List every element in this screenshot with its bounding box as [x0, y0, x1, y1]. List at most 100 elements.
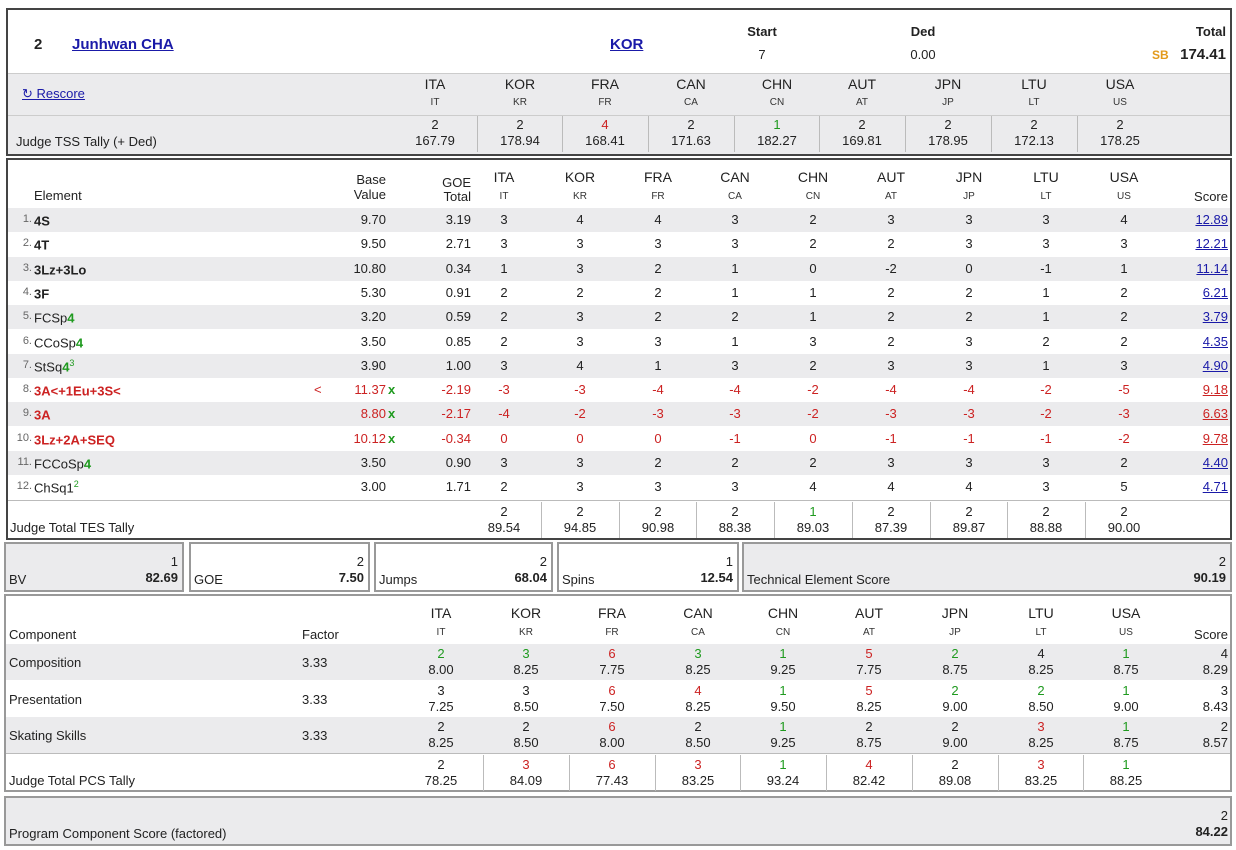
- divider: [1007, 502, 1008, 538]
- rescore-link[interactable]: ↻ Rescore: [22, 86, 85, 101]
- base-value: 3.50: [360, 333, 386, 349]
- tss-rank: 4: [601, 117, 609, 132]
- judge-goe-mark: 2: [654, 260, 662, 276]
- tss-value: 172.13: [1014, 133, 1054, 148]
- judge-goe-mark: 1: [500, 260, 508, 276]
- element-score-link[interactable]: 4.71: [1202, 479, 1228, 495]
- goe-total: 3.19: [445, 212, 471, 227]
- judge-goe-mark: 1: [654, 357, 662, 373]
- element-score-link[interactable]: 4.35: [1202, 333, 1228, 349]
- judge-goe-mark: 3: [731, 479, 739, 495]
- el-judge-code-kor: KOR: [564, 169, 596, 185]
- judge-goe-mark: 3: [887, 357, 895, 373]
- score-column-header: Score: [1194, 189, 1228, 204]
- judge-goe-mark: 3: [1042, 212, 1050, 227]
- component-factor: 3.33: [302, 655, 328, 670]
- element-score-link[interactable]: 4.40: [1202, 455, 1228, 470]
- judge-goe-mark: 5: [1120, 479, 1128, 495]
- judge-goe-mark: -1: [1040, 430, 1052, 446]
- base-value: 8.80: [360, 406, 386, 422]
- tss-value: 167.79: [415, 133, 455, 148]
- judge-goe-mark: 3: [965, 333, 973, 349]
- cmp-judge-code-can: CAN: [683, 605, 713, 621]
- component-judge-mark: 9.00: [942, 698, 968, 714]
- component-judge-rank: 2: [951, 719, 959, 734]
- cmp-judge-code-chn: CHN: [767, 605, 799, 621]
- summary-label: GOE: [194, 572, 223, 587]
- pcs-value: 78.25: [424, 773, 458, 788]
- tss-rank: 2: [1116, 117, 1124, 132]
- summary-rank: 2: [1218, 554, 1226, 569]
- component-judge-mark: 9.50: [770, 698, 796, 714]
- element-name: FCCoSp4: [34, 455, 91, 471]
- element-score-link[interactable]: 4.90: [1202, 357, 1228, 373]
- goe-total: 0.85: [445, 333, 471, 349]
- element-number: 7.: [22, 358, 32, 371]
- judge-code-fra: FRA: [591, 76, 619, 92]
- judge-goe-mark: -3: [652, 406, 664, 422]
- divider: [991, 116, 992, 152]
- goe-total: 1.71: [445, 479, 471, 495]
- element-code: 3Lz+3Lo: [34, 261, 87, 277]
- element-level: 4: [75, 334, 84, 350]
- component-judge-mark: 9.00: [1113, 698, 1139, 714]
- divider: [912, 755, 913, 791]
- element-score-link[interactable]: 12.89: [1195, 212, 1228, 227]
- element-score-link[interactable]: 6.63: [1202, 406, 1228, 422]
- bonus-x-flag: x: [388, 430, 396, 446]
- pcs-final-score: 84.22: [1195, 824, 1228, 839]
- component-judge-mark: 8.75: [1113, 735, 1139, 750]
- cmp-judge-sub-usa: US: [1119, 627, 1133, 638]
- judge-goe-mark: 1: [1042, 357, 1050, 373]
- goe-total: 1.00: [445, 357, 471, 373]
- total-label: Total: [1195, 24, 1226, 39]
- component-judge-mark: 9.00: [942, 735, 968, 750]
- judge-goe-mark: 1: [809, 309, 817, 325]
- base-value: 3.20: [360, 309, 386, 325]
- pcs-value: 82.42: [852, 773, 886, 788]
- tss-rank: 2: [858, 117, 866, 132]
- goe-total: -0.34: [441, 430, 471, 446]
- element-number: 8.: [22, 383, 32, 396]
- el-judge-sub-usa: US: [1117, 191, 1131, 202]
- element-score-link[interactable]: 9.78: [1202, 430, 1228, 446]
- component-judge-mark: 8.25: [1028, 662, 1054, 677]
- element-score-link[interactable]: 3.79: [1202, 309, 1228, 325]
- element-number: 1.: [22, 213, 32, 225]
- element-number: 12.: [16, 480, 32, 493]
- element-row: 12. ChSq12 3.00 1.71 2 3 3 3 4 4 4 3 5 4.71: [8, 475, 1230, 499]
- nation-link[interactable]: KOR: [610, 36, 644, 53]
- goe-total: -2.19: [441, 382, 471, 398]
- judge-goe-mark: 2: [1120, 284, 1128, 300]
- judge-goe-mark: 0: [654, 430, 662, 446]
- pcs-rank: 2: [951, 757, 959, 772]
- divider: [740, 755, 741, 791]
- judge-goe-mark: -4: [729, 382, 741, 398]
- element-score-link[interactable]: 9.18: [1202, 382, 1228, 398]
- element-score-link[interactable]: 6.21: [1202, 284, 1228, 300]
- component-judge-rank: 2: [951, 682, 959, 698]
- judge-goe-mark: 2: [809, 236, 817, 252]
- cmp-judge-code-jpn: JPN: [941, 605, 969, 621]
- judge-code-jpn: JPN: [934, 76, 962, 92]
- pcs-value: 93.24: [766, 773, 800, 788]
- judge-goe-mark: 3: [500, 236, 508, 252]
- judge-goe-mark: -3: [1118, 406, 1130, 422]
- component-judge-mark: 8.25: [685, 698, 711, 714]
- tes-value: 87.39: [874, 520, 908, 535]
- judge-goe-mark: 2: [809, 455, 817, 470]
- skater-name-link[interactable]: Junhwan CHA: [72, 36, 174, 53]
- component-judge-rank: 1: [1122, 646, 1130, 661]
- element-code: CCoSp: [34, 334, 76, 350]
- judge-goe-mark: 2: [654, 284, 662, 300]
- judge-goe-mark: -3: [498, 382, 510, 398]
- element-row: 1. 4S 9.70 3.19 3 4 4 3 2 3 3 3 4 12.89: [8, 208, 1230, 232]
- component-judge-rank: 5: [865, 682, 873, 698]
- element-score-link[interactable]: 12.21: [1195, 236, 1228, 252]
- element-number: 3.: [22, 261, 32, 274]
- base-value: 5.30: [360, 284, 386, 300]
- component-judge-mark: 7.75: [856, 662, 882, 677]
- judge-goe-mark: 0: [809, 260, 817, 276]
- element-number: 4.: [22, 285, 32, 298]
- element-score-link[interactable]: 11.14: [1196, 260, 1228, 276]
